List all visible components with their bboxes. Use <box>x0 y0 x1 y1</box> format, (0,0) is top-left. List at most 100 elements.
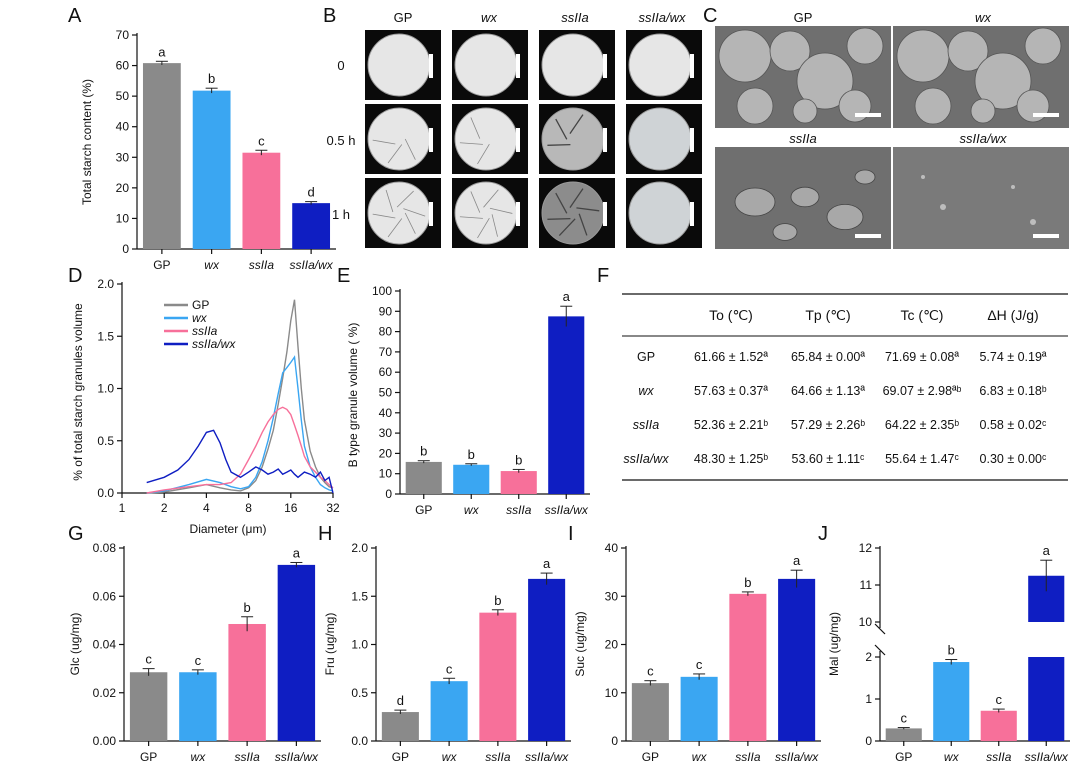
y-tick-label: 0.06 <box>93 589 117 603</box>
table-cell: 48.30 ± 1.25ᵇ <box>694 452 768 466</box>
starch-granule <box>970 98 996 124</box>
dish-surface <box>454 107 518 171</box>
series-line-ssiia <box>146 406 334 494</box>
y-tick-label: 20 <box>116 181 130 195</box>
table-cell: 53.60 ± 1.11ᶜ <box>792 452 865 466</box>
significance-label: b <box>515 452 522 467</box>
y-tick-label: 1.0 <box>351 638 368 652</box>
crack-line <box>372 213 396 219</box>
crack-line <box>404 212 416 234</box>
significance-label: b <box>208 71 215 86</box>
bar-wx <box>179 672 217 741</box>
sem-micrograph-icon <box>893 147 1069 249</box>
series-line-gp <box>146 299 334 494</box>
bar-ssiia <box>242 152 281 249</box>
significance-label: c <box>901 711 908 726</box>
legend-label: ssIIa/wx <box>192 337 236 351</box>
y-tick-label: 0 <box>611 734 618 748</box>
significance-label: b <box>420 444 427 459</box>
significance-label: a <box>293 545 301 560</box>
crack-line <box>387 218 403 238</box>
x-tick-label: GP <box>642 750 659 764</box>
panel-letter-i: I <box>568 523 574 545</box>
panel-g-ylabel: Glc (ug/mg) <box>68 613 82 676</box>
y-tick-label: 50 <box>379 386 393 400</box>
panel-letter-b: B <box>323 5 336 27</box>
panel-a-chart: 0 10 20 30 40 50 60 70 a GP b wx c ssIIa d ssIIa/wx <box>116 28 336 272</box>
table-row-label: wx <box>638 384 654 398</box>
y-tick-label: 2.0 <box>351 541 368 555</box>
x-tick-label: GP <box>140 750 157 764</box>
starch-granule <box>1024 27 1062 65</box>
petri-dish-photo-icon <box>365 104 441 174</box>
scale-bar <box>516 54 520 78</box>
charts-layer: 010203040506070aGPbwxcssIIadssIIa/wx0102… <box>93 28 1070 764</box>
crack-line <box>459 216 483 219</box>
scale-bar <box>690 128 694 152</box>
panel-c-label-gp: GP <box>794 10 813 25</box>
bar-gp <box>405 461 442 494</box>
panel-f-table: To (℃) Tp (℃) Tc (℃) ΔH (J/g) GP 61.66 ± 1.52… <box>622 293 1068 481</box>
table-cell: 0.30 ± 0.00ᶜ <box>980 452 1047 466</box>
starch-granule <box>734 187 776 217</box>
x-tick-label: 1 <box>119 501 126 515</box>
x-tick-label: 8 <box>245 501 252 515</box>
table-row-label: GP <box>637 350 655 364</box>
significance-label: b <box>948 643 955 658</box>
petri-dish-photo-icon <box>365 30 441 100</box>
starch-granule <box>1011 185 1015 189</box>
series-line-wx <box>146 355 334 494</box>
y-tick-label: 0 <box>122 242 129 256</box>
y-tick-label: 0.5 <box>351 686 368 700</box>
y-tick-label: 20 <box>379 446 393 460</box>
crack-line <box>396 190 414 208</box>
crack-line <box>547 217 571 220</box>
panel-b-col-ssiia: ssIIa <box>561 10 588 25</box>
significance-label: d <box>308 185 315 200</box>
x-tick-label: wx <box>442 750 458 764</box>
y-tick-label: 0.0 <box>351 734 368 748</box>
x-tick-label: ssIIa/wx <box>775 750 819 764</box>
table-row-label: ssIIa <box>633 418 659 432</box>
table-cell: 69.07 ± 2.98ªᵇ <box>883 384 962 398</box>
sem-background <box>893 147 1069 249</box>
dish-surface <box>367 107 431 171</box>
scale-bar <box>690 202 694 226</box>
starch-granule <box>940 204 946 210</box>
y-tick-label: 0.08 <box>93 541 117 555</box>
bar-ssiia-wx <box>292 203 331 249</box>
table-cell: 57.29 ± 2.26ᵇ <box>791 418 865 432</box>
crack-line <box>470 191 481 213</box>
sem-micrograph-icon <box>893 26 1069 128</box>
y-tick-label: 0.04 <box>93 638 117 652</box>
starch-granule <box>914 87 952 125</box>
crack-line <box>489 207 513 214</box>
x-tick-label: 4 <box>203 501 210 515</box>
panel-h-chart: 0.0 0.5 1.0 1.5 2.0 d GP c wx b ssIIa a ssIIa/wx <box>351 541 571 764</box>
x-tick-label: wx <box>204 258 220 272</box>
x-tick-label: ssIIa/wx <box>1025 750 1069 764</box>
panel-g-chart: 0.00 0.02 0.04 0.06 0.08 c GP c wx b ssIIa a ssIIa/w… <box>93 541 321 764</box>
crack-line <box>569 188 584 208</box>
panel-c-label-wx: wx <box>975 10 991 25</box>
panel-letter-c: C <box>703 5 717 27</box>
panel-b-petri-grid: GP wx ssIIa ssIIa/wx 0 0.5 h 1 h <box>327 10 702 248</box>
bar-wx <box>453 464 490 494</box>
y-tick-label: 12 <box>859 541 873 555</box>
y-tick-label: 70 <box>379 345 393 359</box>
y-tick-label: 1.0 <box>97 382 114 396</box>
y-tick-label: 0.0 <box>97 486 114 500</box>
y-tick-label: 1.5 <box>97 329 114 343</box>
starch-granule <box>796 52 854 110</box>
panel-letter-e: E <box>337 265 350 287</box>
starch-granule <box>896 29 950 83</box>
dish-surface <box>628 107 692 171</box>
y-tick-label: 0 <box>385 487 392 501</box>
y-tick-label: 2.0 <box>97 277 114 291</box>
starch-granule <box>947 30 989 72</box>
starch-granule <box>792 98 818 124</box>
crack-line <box>404 138 416 160</box>
significance-label: c <box>145 652 152 667</box>
y-tick-label: 30 <box>379 426 393 440</box>
x-tick-label: ssIIa <box>986 750 1012 764</box>
